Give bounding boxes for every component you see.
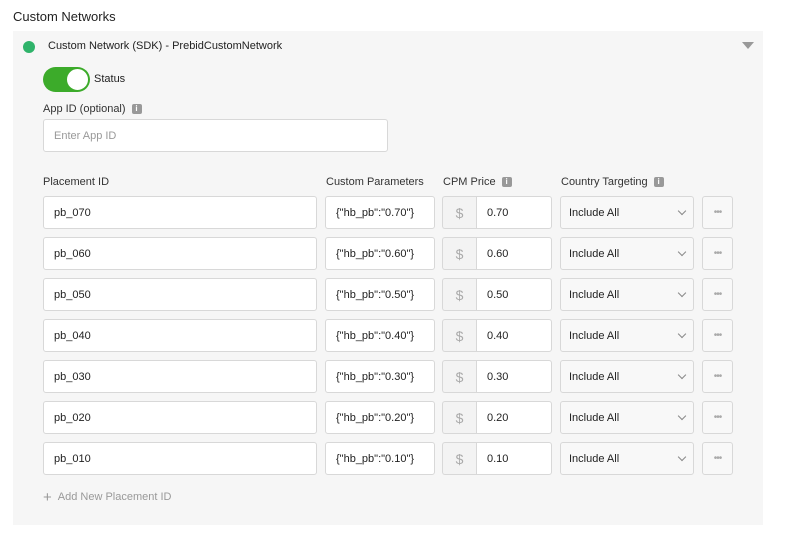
custom-params-input[interactable]: {"hb_pb":"0.70"} bbox=[325, 196, 435, 229]
country-value: Include All bbox=[569, 247, 620, 260]
country-targeting-select[interactable]: Include All bbox=[560, 360, 694, 393]
chevron-down-icon bbox=[677, 411, 687, 421]
dollar-icon: $ bbox=[442, 442, 476, 475]
info-icon[interactable]: i bbox=[501, 177, 512, 188]
toggle-knob bbox=[66, 68, 89, 91]
cpm-price-input[interactable]: 0.20 bbox=[476, 401, 552, 434]
placement-id-input[interactable]: pb_010 bbox=[43, 442, 317, 475]
more-options-button[interactable]: ••• bbox=[702, 237, 733, 270]
app-id-label-text: App ID (optional) bbox=[43, 103, 126, 115]
cpm-price-input[interactable]: 0.40 bbox=[476, 319, 552, 352]
placement-id-input[interactable]: pb_040 bbox=[43, 319, 317, 352]
country-value: Include All bbox=[569, 370, 620, 383]
add-placement-button[interactable]: + Add New Placement ID bbox=[43, 489, 171, 506]
chevron-down-icon bbox=[677, 288, 687, 298]
status-label: Status bbox=[94, 73, 126, 85]
custom-params-input[interactable]: {"hb_pb":"0.30"} bbox=[325, 360, 435, 393]
country-value: Include All bbox=[569, 288, 620, 301]
chevron-down-icon bbox=[677, 247, 687, 257]
country-targeting-select[interactable]: Include All bbox=[560, 278, 694, 311]
country-targeting-select[interactable]: Include All bbox=[560, 237, 694, 270]
cpm-price-input[interactable]: 0.50 bbox=[476, 278, 552, 311]
more-options-button[interactable]: ••• bbox=[702, 401, 733, 434]
network-name[interactable]: Custom Network (SDK) - PrebidCustomNetwo… bbox=[48, 40, 283, 52]
info-icon[interactable]: i bbox=[131, 104, 142, 115]
more-options-button[interactable]: ••• bbox=[702, 319, 733, 352]
cpm-price-input[interactable]: 0.10 bbox=[476, 442, 552, 475]
info-icon[interactable]: i bbox=[653, 177, 664, 188]
dollar-icon: $ bbox=[442, 237, 476, 270]
country-value: Include All bbox=[569, 329, 620, 342]
placement-id-input[interactable]: pb_030 bbox=[43, 360, 317, 393]
dollar-icon: $ bbox=[442, 401, 476, 434]
col-cpm-text: CPM Price bbox=[443, 176, 496, 188]
dollar-icon: $ bbox=[442, 196, 476, 229]
more-options-button[interactable]: ••• bbox=[702, 442, 733, 475]
col-params: Custom Parameters bbox=[326, 176, 424, 188]
placement-id-input[interactable]: pb_050 bbox=[43, 278, 317, 311]
chevron-down-icon bbox=[677, 206, 687, 216]
chevron-down-icon bbox=[677, 329, 687, 339]
custom-params-input[interactable]: {"hb_pb":"0.10"} bbox=[325, 442, 435, 475]
status-toggle[interactable] bbox=[43, 67, 90, 92]
country-targeting-select[interactable]: Include All bbox=[560, 401, 694, 434]
col-country-text: Country Targeting bbox=[561, 176, 648, 188]
cpm-price-input[interactable]: 0.70 bbox=[476, 196, 552, 229]
custom-params-input[interactable]: {"hb_pb":"0.60"} bbox=[325, 237, 435, 270]
app-id-placeholder: Enter App ID bbox=[54, 129, 117, 142]
country-value: Include All bbox=[569, 411, 620, 424]
dollar-icon: $ bbox=[442, 319, 476, 352]
section-title: Custom Networks bbox=[13, 9, 116, 24]
col-placement: Placement ID bbox=[43, 176, 110, 188]
placement-id-input[interactable]: pb_070 bbox=[43, 196, 317, 229]
placement-id-input[interactable]: pb_060 bbox=[43, 237, 317, 270]
more-options-button[interactable]: ••• bbox=[702, 278, 733, 311]
country-value: Include All bbox=[569, 206, 620, 219]
cpm-price-input[interactable]: 0.30 bbox=[476, 360, 552, 393]
country-value: Include All bbox=[569, 452, 620, 465]
cpm-price-input[interactable]: 0.60 bbox=[476, 237, 552, 270]
add-placement-label: Add New Placement ID bbox=[57, 491, 172, 503]
country-targeting-select[interactable]: Include All bbox=[560, 196, 694, 229]
custom-params-input[interactable]: {"hb_pb":"0.50"} bbox=[325, 278, 435, 311]
placement-id-input[interactable]: pb_020 bbox=[43, 401, 317, 434]
more-options-button[interactable]: ••• bbox=[702, 196, 733, 229]
app-id-input[interactable]: Enter App ID bbox=[43, 119, 388, 152]
chevron-down-icon bbox=[677, 370, 687, 380]
caret-down-icon[interactable] bbox=[742, 42, 754, 49]
chevron-down-icon bbox=[677, 452, 687, 462]
status-dot bbox=[23, 41, 35, 53]
more-options-button[interactable]: ••• bbox=[702, 360, 733, 393]
app-id-label: App ID (optional) i bbox=[43, 103, 142, 115]
plus-icon: + bbox=[43, 489, 52, 506]
custom-params-input[interactable]: {"hb_pb":"0.40"} bbox=[325, 319, 435, 352]
custom-params-input[interactable]: {"hb_pb":"0.20"} bbox=[325, 401, 435, 434]
dollar-icon: $ bbox=[442, 360, 476, 393]
dollar-icon: $ bbox=[442, 278, 476, 311]
country-targeting-select[interactable]: Include All bbox=[560, 319, 694, 352]
col-cpm: CPM Price i bbox=[443, 176, 512, 188]
country-targeting-select[interactable]: Include All bbox=[560, 442, 694, 475]
col-country: Country Targeting i bbox=[561, 176, 664, 188]
